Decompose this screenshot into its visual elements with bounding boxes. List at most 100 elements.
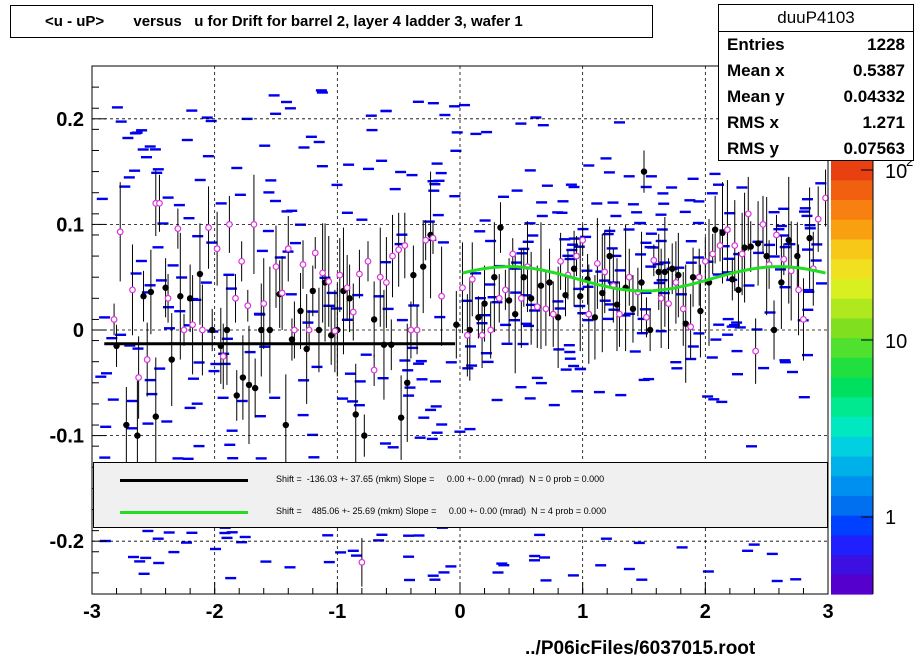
histogram-cell — [803, 290, 815, 293]
histogram-cell — [423, 220, 435, 223]
histogram-cell — [194, 178, 206, 182]
histogram-cell — [742, 549, 754, 552]
histogram-cell — [810, 259, 822, 262]
histogram-cell — [225, 287, 237, 290]
histogram-cell — [658, 291, 670, 295]
histogram-cell — [206, 241, 218, 244]
pink-point — [389, 252, 396, 260]
black-point — [606, 252, 613, 260]
pink-point — [198, 326, 206, 334]
pink-point — [549, 310, 557, 318]
histogram-cell — [347, 400, 359, 403]
histogram-cell — [537, 124, 549, 127]
pink-point — [189, 321, 196, 329]
black-point — [266, 326, 274, 334]
histogram-cell — [685, 240, 697, 243]
pink-point — [180, 326, 188, 334]
histogram-cell — [270, 199, 281, 203]
histogram-cell — [516, 252, 528, 255]
black-point — [669, 265, 676, 272]
histogram-cell — [563, 344, 575, 347]
histogram-cell — [524, 222, 536, 225]
histogram-cell — [623, 228, 635, 231]
histogram-cell — [539, 556, 550, 559]
histogram-cell — [142, 529, 154, 533]
histogram-cell — [731, 321, 743, 324]
histogram-cell — [429, 183, 441, 186]
histogram-cell — [181, 138, 193, 142]
histogram-cell — [138, 572, 150, 575]
histogram-cell — [481, 130, 493, 134]
palette-cell — [831, 495, 873, 516]
stats-rmsy-row: RMS y 0.07563 — [719, 136, 913, 162]
histogram-cell — [298, 146, 310, 149]
histogram-cell — [517, 342, 529, 346]
black-point — [168, 356, 175, 363]
histogram-cell — [802, 308, 814, 311]
histogram-cell — [123, 176, 135, 179]
histogram-cell — [188, 377, 199, 380]
histogram-cell — [802, 353, 813, 357]
histogram-cell — [311, 365, 323, 369]
palette-cell — [831, 574, 873, 595]
histogram-cell — [254, 415, 266, 418]
histogram-cell — [432, 213, 444, 217]
histogram-cell — [259, 144, 271, 147]
black-point — [410, 271, 417, 279]
histogram-cell — [764, 311, 776, 314]
black-point — [303, 345, 310, 353]
black-point — [420, 263, 427, 270]
black-point — [140, 293, 147, 300]
histogram-cell — [376, 533, 388, 536]
histogram-cell — [644, 245, 656, 249]
pink-point — [205, 224, 212, 231]
histogram-cell — [724, 212, 736, 215]
histogram-cell — [470, 272, 482, 275]
pink-point — [459, 284, 466, 292]
pink-point — [672, 279, 680, 286]
histogram-cell — [256, 249, 268, 253]
histogram-cell — [595, 270, 607, 273]
histogram-cell — [313, 140, 325, 144]
histogram-cell — [438, 571, 450, 574]
pink-point — [232, 294, 239, 302]
pink-point — [814, 215, 822, 223]
histogram-cell — [484, 283, 496, 286]
histogram-cell — [500, 323, 512, 327]
histogram-cell — [687, 345, 699, 348]
pink-point — [336, 271, 344, 279]
pink-point — [665, 300, 672, 308]
histogram-cell — [536, 201, 548, 204]
pink-point — [687, 323, 695, 331]
histogram-cell — [259, 345, 271, 348]
histogram-cell — [227, 457, 239, 460]
histogram-cell — [530, 116, 542, 119]
histogram-cell — [126, 399, 138, 403]
histogram-cell — [418, 416, 430, 419]
histogram-cell — [564, 257, 576, 261]
histogram-cell — [515, 386, 527, 389]
histogram-cell — [341, 211, 353, 214]
stats-entries-label: Entries — [727, 35, 785, 54]
histogram-cell — [307, 433, 319, 437]
pink-point — [174, 225, 182, 233]
x-tick-label: -3 — [83, 601, 101, 623]
histogram-cell — [692, 256, 704, 259]
histogram-cell — [202, 155, 214, 158]
histogram-cell — [604, 303, 616, 306]
histogram-cell — [522, 240, 534, 243]
histogram-cell — [567, 243, 579, 246]
histogram-cell — [414, 436, 426, 439]
stats-rmsx-value: 1.271 — [862, 113, 905, 132]
stats-entries-row: Entries 1228 — [719, 32, 913, 58]
pink-point — [679, 305, 687, 313]
histogram-cell — [515, 122, 527, 125]
histogram-cell — [149, 148, 161, 151]
histogram-cell — [657, 192, 669, 195]
x-tick-label: 0 — [454, 601, 465, 623]
palette-cell — [831, 317, 873, 339]
black-point — [186, 295, 194, 302]
histogram-cell — [645, 232, 657, 235]
histogram-cell — [568, 364, 580, 368]
palette-label-1: 1 — [885, 507, 896, 529]
